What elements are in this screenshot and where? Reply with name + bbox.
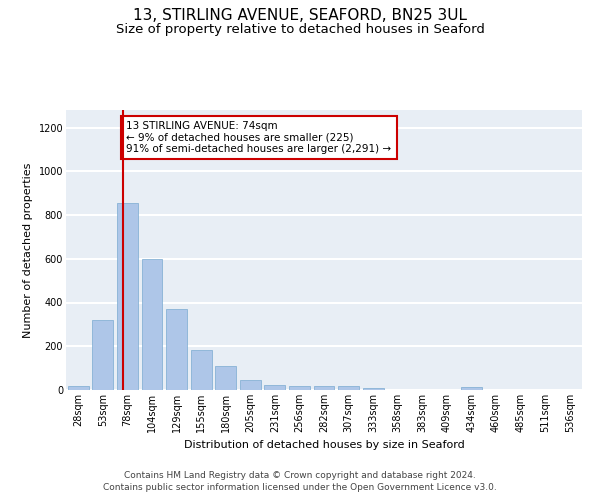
- Bar: [289, 386, 310, 390]
- Bar: [166, 309, 187, 390]
- Bar: [461, 388, 482, 390]
- Bar: [240, 380, 261, 390]
- Bar: [142, 259, 163, 390]
- Text: Size of property relative to detached houses in Seaford: Size of property relative to detached ho…: [116, 22, 484, 36]
- Text: Contains HM Land Registry data © Crown copyright and database right 2024.
Contai: Contains HM Land Registry data © Crown c…: [103, 471, 497, 492]
- Bar: [191, 350, 212, 390]
- Bar: [265, 385, 286, 390]
- X-axis label: Distribution of detached houses by size in Seaford: Distribution of detached houses by size …: [184, 440, 464, 450]
- Bar: [338, 386, 359, 390]
- Text: 13, STIRLING AVENUE, SEAFORD, BN25 3UL: 13, STIRLING AVENUE, SEAFORD, BN25 3UL: [133, 8, 467, 22]
- Y-axis label: Number of detached properties: Number of detached properties: [23, 162, 33, 338]
- Bar: [362, 388, 383, 390]
- Text: 13 STIRLING AVENUE: 74sqm
← 9% of detached houses are smaller (225)
91% of semi-: 13 STIRLING AVENUE: 74sqm ← 9% of detach…: [127, 121, 392, 154]
- Bar: [68, 386, 89, 390]
- Bar: [92, 320, 113, 390]
- Bar: [215, 366, 236, 390]
- Bar: [314, 386, 334, 390]
- Bar: [117, 203, 138, 390]
